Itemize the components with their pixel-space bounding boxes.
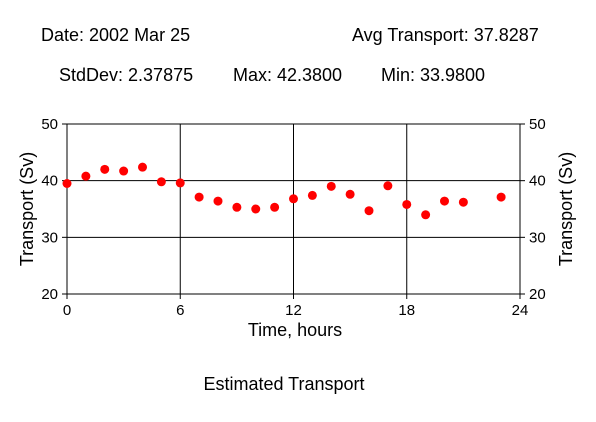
date-label: Date: 2002 Mar 25 xyxy=(41,25,191,45)
max-label: Max: 42.3800 xyxy=(233,65,343,85)
y-axis-title-right: Transport (Sv) xyxy=(556,152,576,266)
data-point xyxy=(156,177,166,187)
y-tick-label-left: 30 xyxy=(41,229,58,246)
stddev-label: StdDev: 2.37875 xyxy=(59,65,194,85)
data-point xyxy=(402,199,412,209)
data-point xyxy=(326,181,336,191)
data-point xyxy=(421,210,431,220)
y-tick-label-right: 20 xyxy=(529,286,546,303)
y-axis-title-left: Transport (Sv) xyxy=(17,152,37,266)
x-tick-label: 6 xyxy=(176,302,184,319)
x-tick-label: 0 xyxy=(63,302,71,319)
data-point xyxy=(119,166,129,176)
y-tick-label-right: 40 xyxy=(529,173,546,190)
avg-transport-label: Avg Transport: 37.8287 xyxy=(352,25,539,45)
plot-frame xyxy=(66,123,521,295)
y-tick-label-left: 50 xyxy=(41,116,58,133)
data-point xyxy=(100,164,110,174)
data-point xyxy=(194,192,204,202)
data-point xyxy=(289,194,298,204)
min-label: Min: 33.9800 xyxy=(381,65,486,85)
data-point xyxy=(175,178,185,188)
chart-caption: Estimated Transport xyxy=(203,374,365,394)
y-tick-label-left: 40 xyxy=(41,173,58,190)
data-point xyxy=(81,171,91,181)
y-tick-label-right: 30 xyxy=(529,229,546,246)
data-point xyxy=(383,181,393,191)
y-tick-label-left: 20 xyxy=(41,286,58,303)
y-tick-label-right: 50 xyxy=(529,116,546,133)
data-point xyxy=(364,206,374,216)
data-point xyxy=(345,189,355,199)
grid-lines xyxy=(67,124,520,294)
data-point xyxy=(251,204,261,214)
x-tick-label: 24 xyxy=(512,302,529,319)
x-tick-label: 12 xyxy=(285,302,302,319)
data-point xyxy=(440,196,449,206)
data-point xyxy=(213,196,223,206)
data-point xyxy=(138,162,147,172)
x-tick-label: 18 xyxy=(398,302,415,319)
data-point xyxy=(270,202,280,212)
x-axis-title: Time, hours xyxy=(248,320,342,340)
data-point xyxy=(62,179,72,188)
data-points xyxy=(62,162,506,220)
data-point xyxy=(307,190,317,200)
data-point xyxy=(458,197,468,207)
data-point xyxy=(496,192,506,202)
data-point xyxy=(232,202,242,212)
